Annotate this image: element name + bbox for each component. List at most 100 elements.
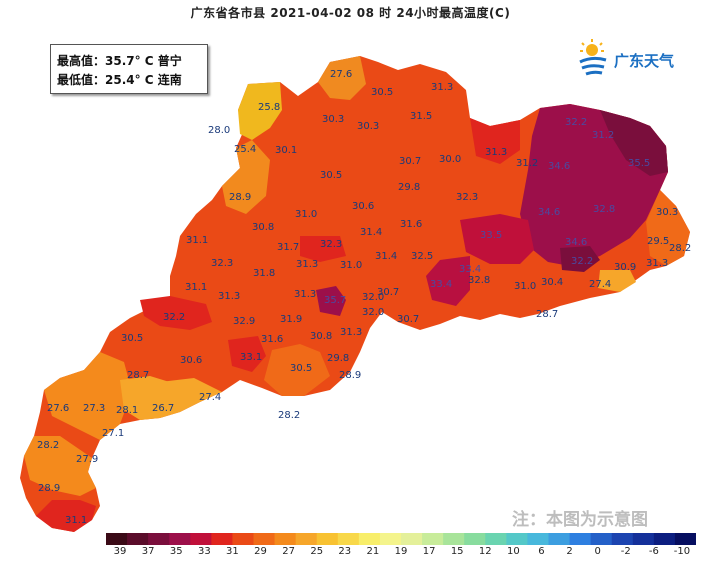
station-label: 28.9 bbox=[229, 192, 251, 203]
scale-tick-label: 27 bbox=[282, 546, 295, 557]
scale-tick-label: 15 bbox=[450, 546, 464, 557]
station-label: 28.9 bbox=[339, 370, 361, 381]
min-value-label: 最低值：25.4° C 连南 bbox=[57, 73, 182, 87]
station-label: 30.8 bbox=[252, 222, 274, 233]
scale-tick-label: -6 bbox=[648, 546, 659, 557]
station-label: 31.3 bbox=[294, 289, 316, 300]
max-value-label: 最高值：35.7° C 普宁 bbox=[57, 54, 182, 68]
station-label: 31.3 bbox=[431, 82, 453, 93]
station-label: 30.0 bbox=[439, 154, 461, 165]
station-label: 35.5 bbox=[628, 158, 650, 169]
scale-tick-label: 39 bbox=[113, 546, 127, 557]
station-label: 31.4 bbox=[375, 251, 397, 262]
scale-tick-label: 0 bbox=[594, 546, 601, 557]
station-label: 31.0 bbox=[295, 209, 317, 220]
scale-tick-label: 6 bbox=[538, 546, 545, 557]
station-label: 33.5 bbox=[480, 230, 502, 241]
scale-swatch bbox=[127, 533, 149, 545]
station-label: 31.3 bbox=[340, 327, 362, 338]
scale-swatch bbox=[337, 533, 360, 545]
station-label: 31.9 bbox=[280, 314, 302, 325]
station-label: 31.0 bbox=[514, 281, 536, 292]
station-label: 30.7 bbox=[397, 314, 419, 325]
station-label: 31.3 bbox=[646, 258, 668, 269]
scale-swatch bbox=[506, 533, 528, 545]
station-label: 32.2 bbox=[571, 256, 593, 267]
station-label: 30.4 bbox=[541, 277, 563, 288]
station-label: 30.7 bbox=[377, 287, 399, 298]
scale-swatch bbox=[190, 533, 212, 545]
logo-text: 广东天气 bbox=[614, 52, 675, 70]
station-label: 34.6 bbox=[565, 237, 587, 248]
station-label: 30.8 bbox=[310, 331, 332, 342]
sun-cloud-logo-icon bbox=[579, 39, 607, 76]
station-label: 31.3 bbox=[296, 259, 318, 270]
scale-swatch bbox=[148, 533, 170, 545]
station-label: 35.7 bbox=[324, 295, 346, 306]
station-label: 32.3 bbox=[456, 192, 478, 203]
station-label: 30.3 bbox=[357, 121, 379, 132]
scale-tick-label: 29 bbox=[254, 546, 267, 557]
station-label: 28.2 bbox=[669, 243, 691, 254]
scale-swatch bbox=[590, 533, 613, 545]
station-label: 32.0 bbox=[362, 307, 384, 318]
station-labels: 27.6 25.8 28.0 25.4 30.5 31.3 30.3 30.3 … bbox=[37, 69, 691, 526]
station-label: 27.9 bbox=[76, 454, 98, 465]
schematic-note: 注：本图为示意图 bbox=[512, 510, 648, 530]
station-label: 27.1 bbox=[102, 428, 124, 439]
scale-tick-label: 25 bbox=[310, 546, 324, 557]
scale-swatch bbox=[253, 533, 276, 545]
station-label: 30.3 bbox=[656, 207, 678, 218]
scale-tick-label: 31 bbox=[226, 546, 239, 557]
scale-swatch bbox=[316, 533, 339, 545]
scale-swatch bbox=[274, 533, 297, 545]
station-label: 27.4 bbox=[199, 392, 221, 403]
station-label: 27.6 bbox=[330, 69, 352, 80]
station-label: 27.4 bbox=[589, 279, 611, 290]
station-label: 31.6 bbox=[400, 219, 422, 230]
station-label: 31.1 bbox=[185, 282, 207, 293]
station-label: 30.7 bbox=[399, 156, 421, 167]
station-label: 29.8 bbox=[398, 182, 420, 193]
station-label: 32.3 bbox=[320, 239, 342, 250]
scale-swatch bbox=[169, 533, 191, 545]
station-label: 32.0 bbox=[362, 292, 384, 303]
scale-swatch bbox=[422, 533, 444, 545]
scale-tick-label: -10 bbox=[673, 546, 691, 557]
station-label: 25.8 bbox=[258, 102, 280, 113]
station-label: 30.5 bbox=[371, 87, 393, 98]
scale-tick-label: 23 bbox=[338, 546, 352, 557]
station-label: 32.5 bbox=[411, 251, 433, 262]
scale-swatch bbox=[232, 533, 254, 545]
station-label: 31.1 bbox=[186, 235, 208, 246]
extremes-box: 最高值：35.7° C 普宁 最低值：25.4° C 连南 bbox=[50, 44, 208, 94]
station-label: 31.2 bbox=[592, 130, 614, 141]
station-label: 32.2 bbox=[565, 117, 587, 128]
station-label: 27.3 bbox=[83, 403, 105, 414]
station-label: 30.6 bbox=[352, 201, 374, 212]
station-label: 31.3 bbox=[485, 147, 507, 158]
station-label: 28.1 bbox=[116, 405, 138, 416]
guangdong-weather-logo: 广东天气 bbox=[576, 38, 686, 78]
province-shape bbox=[20, 56, 690, 532]
station-label: 30.5 bbox=[121, 333, 143, 344]
scale-tick-label: 37 bbox=[141, 546, 155, 557]
station-label: 25.4 bbox=[234, 144, 256, 155]
station-label: 34.6 bbox=[548, 161, 570, 172]
station-label: 34.6 bbox=[538, 207, 560, 218]
station-label: 27.6 bbox=[47, 403, 69, 414]
scale-swatch bbox=[653, 533, 676, 545]
scale-swatch bbox=[211, 533, 233, 545]
station-label: 30.3 bbox=[322, 114, 344, 125]
scale-tick-label: 35 bbox=[169, 546, 183, 557]
station-label: 33.4 bbox=[430, 279, 452, 290]
station-label: 33.1 bbox=[240, 352, 262, 363]
station-label: 29.5 bbox=[647, 236, 669, 247]
scale-swatch bbox=[674, 533, 696, 545]
station-label: 33.4 bbox=[459, 264, 481, 275]
color-scale-bar bbox=[106, 533, 696, 545]
scale-swatch bbox=[401, 533, 423, 545]
scale-swatch bbox=[358, 533, 381, 545]
station-label: 28.7 bbox=[536, 309, 558, 320]
scale-swatch bbox=[295, 533, 318, 545]
